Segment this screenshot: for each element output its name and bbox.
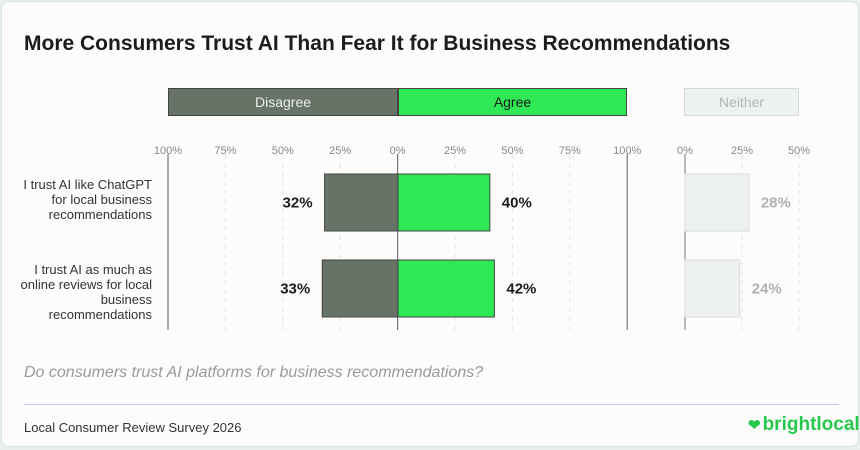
bar-agree [397,259,495,318]
data-label-disagree: 32% [283,195,313,212]
data-label-disagree: 33% [280,281,310,298]
divider [24,404,839,405]
data-label-agree: 40% [502,195,532,212]
legend-neither: Neither [684,88,799,116]
tick-label: 50% [501,145,523,157]
tick-label: 50% [788,145,810,157]
tick-label: 100% [154,145,182,157]
heart-pin-icon: ❤ [748,417,761,434]
tick-label: 50% [272,145,294,157]
data-label-neither: 24% [752,281,782,298]
tick-label: 25% [444,145,466,157]
logo-text: brightlocal [762,414,860,435]
source-text: Local Consumer Review Survey 2026 [24,420,242,435]
tick-label: 75% [214,145,236,157]
tick-label: 75% [559,145,581,157]
tick-label: 0% [677,145,693,157]
bar-disagree [321,259,399,318]
data-label-agree: 42% [506,281,536,298]
legend-disagree: Disagree [168,88,398,116]
brightlocal-logo: ❤ brightlocal [748,414,860,436]
data-label-neither: 28% [761,195,791,212]
legend-agree: Agree [398,88,627,116]
bar-neither [684,173,750,232]
question-text: Do consumers trust AI platforms for busi… [24,364,484,381]
bar-disagree [324,173,399,232]
bar-agree [397,173,491,232]
tick-label: 100% [613,145,641,157]
chart-title: More Consumers Trust AI Than Fear It for… [24,32,731,55]
tick-label: 25% [329,145,351,157]
row-label-1: I trust AI like ChatGPT for local busine… [23,177,152,222]
tick-label: 0% [390,145,406,157]
tick-label: 25% [731,145,753,157]
row-label-2: I trust AI as much as online reviews for… [20,262,152,322]
bar-neither [684,259,741,318]
